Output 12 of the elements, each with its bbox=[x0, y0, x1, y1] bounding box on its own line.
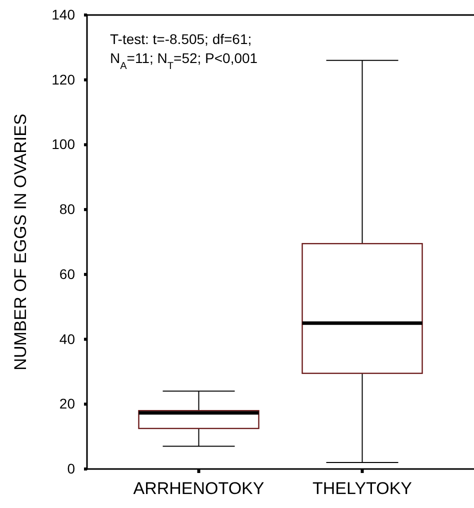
y-tick-label: 100 bbox=[52, 136, 76, 152]
y-tick-label: 40 bbox=[59, 330, 76, 347]
annotation: T-test: t=-8.505; df=61; N$_{A}$=11; N$_{T}$=52; P<0,001 bbox=[110, 31, 258, 72]
y-tick-label: 60 bbox=[59, 266, 76, 282]
y-tick-label: 0 bbox=[67, 460, 76, 476]
x-tick-label: ARRHENOTOKY bbox=[133, 479, 264, 498]
y-tick-label: 20 bbox=[59, 396, 76, 412]
y-tick-label: 140 bbox=[52, 6, 76, 22]
y-axis-title: NUMBER OF EGGS IN OVARIES bbox=[11, 114, 30, 370]
x-tick-label: THELYTOKY bbox=[312, 479, 412, 498]
y-tick-label: 120 bbox=[52, 71, 76, 88]
y-tick-label: 80 bbox=[59, 201, 76, 218]
